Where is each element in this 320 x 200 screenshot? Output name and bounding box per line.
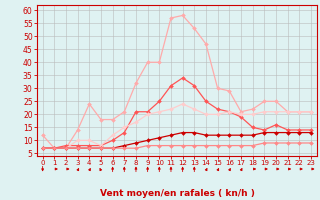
Text: Vent moyen/en rafales ( kn/h ): Vent moyen/en rafales ( kn/h ) — [100, 189, 255, 198]
